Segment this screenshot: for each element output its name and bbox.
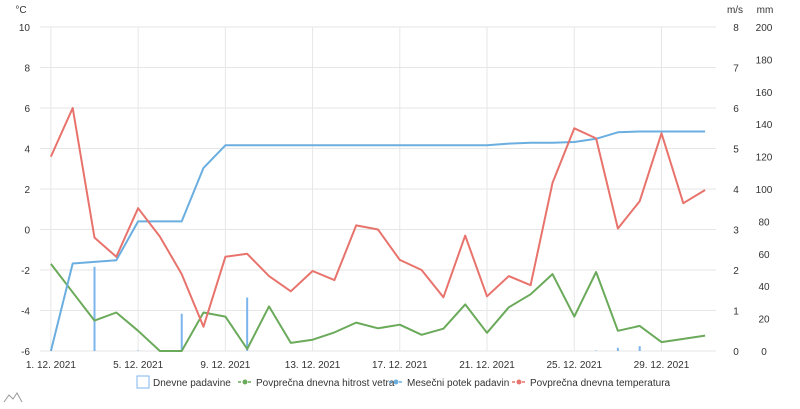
y-tick-label-wind: 0 — [733, 347, 739, 358]
y-tick-label-temperature: 10 — [19, 23, 31, 34]
precipitation-bar — [617, 348, 619, 351]
y-tick-label-temperature: 4 — [24, 145, 30, 156]
legend-symbol-marker — [517, 380, 522, 385]
precipitation-bar — [94, 267, 96, 351]
y-tick-label-wind: 4 — [733, 185, 739, 196]
legend-label: Povprečna dnevna hitrost vetra — [256, 378, 395, 389]
precipitation-bar — [639, 346, 641, 351]
y-tick-label-wind: 3 — [733, 226, 739, 237]
y-tick-label-precipitation: 60 — [758, 250, 770, 261]
legend-symbol-marker — [394, 380, 399, 385]
series-line — [51, 108, 705, 327]
legend-symbol-marker — [243, 380, 248, 385]
precipitation-bar — [181, 314, 183, 351]
x-tick-label: 25. 12. 2021 — [546, 360, 602, 371]
y-tick-label-temperature: 6 — [24, 104, 30, 115]
y-tick-label-temperature: 8 — [24, 64, 30, 75]
y-tick-label-precipitation: 200 — [756, 23, 773, 34]
y-tick-label-temperature: -2 — [21, 266, 30, 277]
y-axis-unit-temperature: °C — [15, 5, 26, 16]
x-tick-label: 5. 12. 2021 — [113, 360, 163, 371]
y-tick-label-temperature: -6 — [21, 347, 30, 358]
y-tick-label-precipitation: 120 — [756, 153, 773, 164]
y-tick-label-precipitation: 40 — [758, 282, 770, 293]
legend-label: Dnevne padavine — [153, 378, 231, 389]
y-tick-label-precipitation: 180 — [756, 55, 773, 66]
y-tick-label-wind: 7 — [733, 64, 739, 75]
y-tick-label-precipitation: 20 — [758, 315, 770, 326]
precipitation-bar — [246, 298, 248, 351]
y-tick-label-wind: 1 — [733, 307, 739, 318]
y-tick-label-precipitation: 140 — [756, 120, 773, 131]
legend-symbol-bar — [137, 376, 149, 388]
y-tick-label-wind: 8 — [733, 23, 739, 34]
y-axis-unit-wind: m/s — [727, 5, 743, 16]
x-tick-label: 21. 12. 2021 — [459, 360, 515, 371]
series-line — [51, 264, 705, 351]
y-tick-label-wind: 5 — [733, 145, 739, 156]
chart-logo-icon — [4, 393, 22, 402]
y-tick-label-precipitation: 80 — [758, 217, 770, 228]
y-axis-unit-precipitation: mm — [757, 5, 774, 16]
y-tick-label-wind: 2 — [733, 266, 739, 277]
x-tick-label: 13. 12. 2021 — [285, 360, 341, 371]
y-tick-label-wind: 6 — [733, 104, 739, 115]
y-tick-label-temperature: 0 — [24, 226, 30, 237]
y-tick-label-temperature: 2 — [24, 185, 30, 196]
y-tick-label-precipitation: 100 — [756, 185, 773, 196]
y-tick-label-precipitation: 0 — [761, 347, 767, 358]
x-tick-label: 1. 12. 2021 — [26, 360, 76, 371]
legend-label: Mesečni potek padavin — [407, 378, 509, 389]
series-line — [51, 132, 705, 352]
y-tick-label-temperature: -4 — [21, 307, 30, 318]
x-tick-label: 17. 12. 2021 — [372, 360, 428, 371]
x-tick-label: 9. 12. 2021 — [200, 360, 250, 371]
x-tick-label: 29. 12. 2021 — [634, 360, 690, 371]
y-tick-label-precipitation: 160 — [756, 88, 773, 99]
legend-label: Povprečna dnevna temperatura — [530, 378, 671, 389]
